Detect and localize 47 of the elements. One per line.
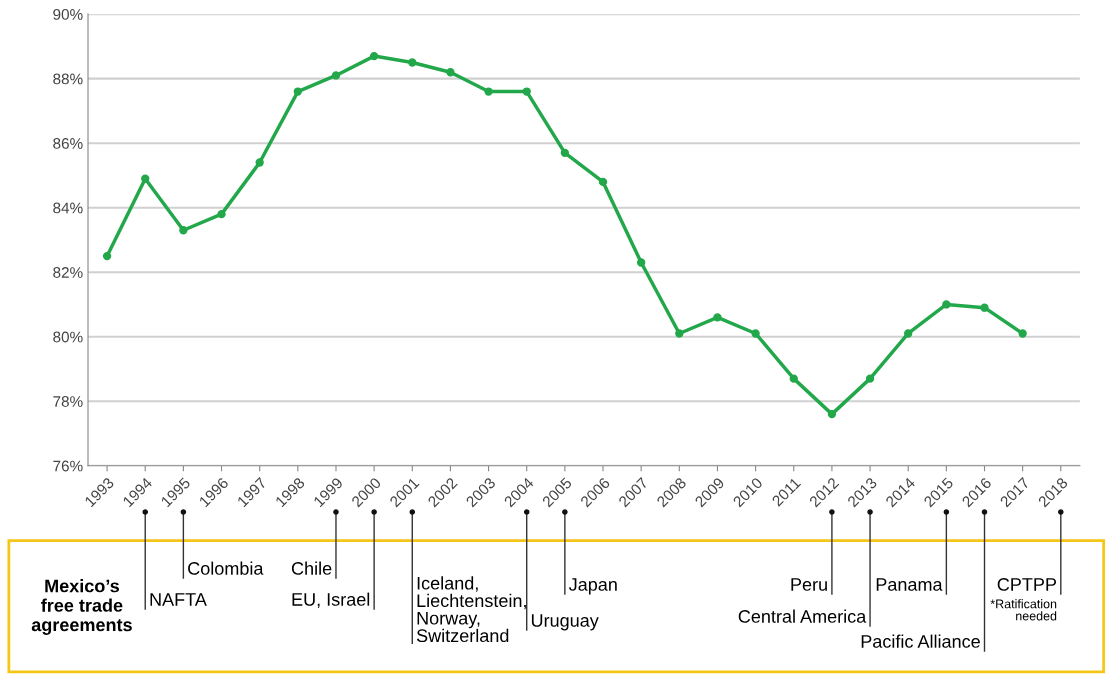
point [141,174,150,183]
point [827,409,837,419]
text: Panama [876,578,943,591]
text: Peru [791,578,827,591]
text: Uruguay [531,614,599,631]
point [102,251,112,261]
point [446,68,455,77]
point [675,329,684,338]
point [560,148,570,158]
y-tick-label: 78% [53,396,83,407]
y-tick-label: 90% [53,9,83,20]
y-tick-label: 82% [53,267,83,278]
point [522,87,531,96]
text: NAFTA [150,593,207,606]
y-tick-label: 80% [53,331,83,343]
point [408,58,417,67]
text: Chile [291,561,332,575]
text: EU, Israel [292,592,370,608]
point [751,329,760,338]
point [1018,329,1027,338]
point [293,87,302,96]
point [484,87,493,96]
point [179,226,188,235]
y-tick-label: 76% [53,460,83,472]
y-tick-label: 86% [53,138,83,149]
text: CPTPP [997,578,1057,591]
point [789,374,798,383]
point [255,158,264,167]
point [904,329,913,338]
text: *Ratification needed [990,599,1057,621]
point [598,177,608,187]
text: Colombia [188,561,264,575]
y-tick-label: 88% [53,73,83,85]
point [980,303,989,312]
text: Iceland, Liechtenstein, Norway, Switzerland [416,576,526,643]
text: Japan [568,578,617,595]
point [636,258,646,267]
text: Central America [738,609,867,623]
point [369,51,379,61]
text: Mexico’s free trade agreements [31,579,132,635]
text: Pacific Alliance [861,634,980,648]
point [713,313,722,322]
point [217,209,226,219]
point [331,71,341,80]
point [865,374,875,383]
y-tick-label: 84% [53,202,83,214]
point [942,300,951,309]
